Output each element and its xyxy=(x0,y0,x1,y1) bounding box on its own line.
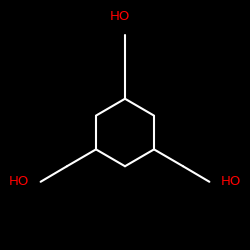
Text: HO: HO xyxy=(9,175,29,188)
Text: HO: HO xyxy=(110,10,130,23)
Text: HO: HO xyxy=(221,175,241,188)
